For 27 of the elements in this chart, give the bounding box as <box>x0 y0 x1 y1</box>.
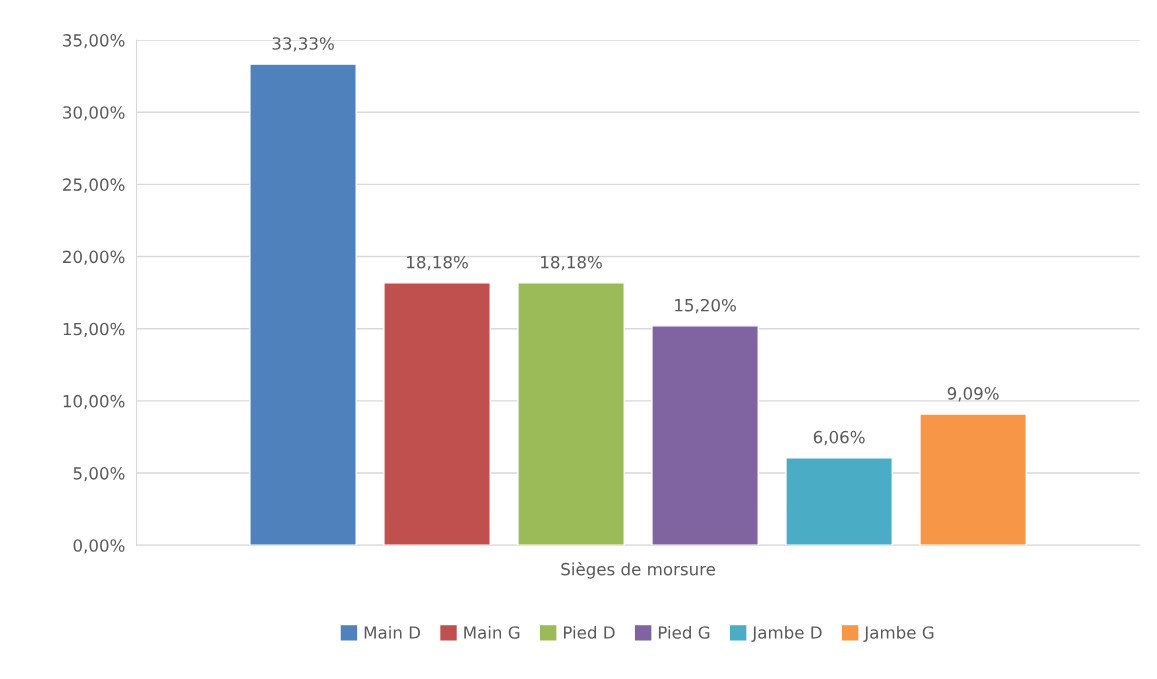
data-label: 9,09% <box>947 387 999 402</box>
y-tick-label: 25,00% <box>63 178 125 193</box>
y-tick-label: 35,00% <box>63 34 125 49</box>
y-tick-label: 10,00% <box>63 394 125 410</box>
legend-label: Main D <box>364 625 421 639</box>
y-tick-label: 30,00% <box>63 106 125 121</box>
y-tick-label: 0,00% <box>73 539 125 554</box>
bar <box>919 413 1027 546</box>
y-tick-label: 5,00% <box>73 467 125 482</box>
bar <box>651 325 759 546</box>
x-tick-label: Sièges de morsure <box>561 561 716 579</box>
bar <box>785 457 893 546</box>
bar <box>517 282 625 546</box>
data-label: 18,18% <box>541 255 602 271</box>
data-label: 18,18% <box>407 255 468 271</box>
data-label: 15,20% <box>675 298 736 314</box>
y-tick-label: 20,00% <box>63 250 125 265</box>
legend-label: Jambe G <box>863 625 934 642</box>
legend-label: Pied G <box>658 625 710 639</box>
data-label: 33,33% <box>272 37 334 52</box>
legend-label: Pied D <box>564 625 615 639</box>
legend-label: Jambe D <box>751 625 822 642</box>
bar <box>383 282 491 546</box>
data-label: 6,06% <box>813 430 865 446</box>
y-tick-label: 15,00% <box>63 322 125 337</box>
bar <box>249 63 357 546</box>
legend-label: Main G <box>464 625 520 639</box>
